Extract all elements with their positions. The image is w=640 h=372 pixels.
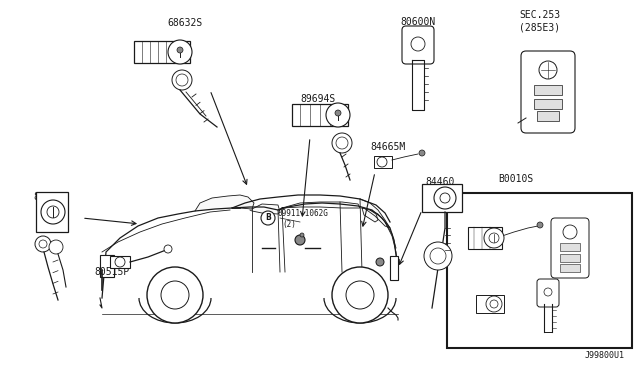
- Circle shape: [336, 137, 348, 149]
- Text: 80600N: 80600N: [401, 17, 436, 27]
- Circle shape: [41, 200, 65, 224]
- FancyBboxPatch shape: [551, 218, 589, 278]
- Circle shape: [537, 222, 543, 228]
- Polygon shape: [362, 208, 378, 222]
- Circle shape: [332, 267, 388, 323]
- Text: B: B: [265, 214, 271, 222]
- Polygon shape: [280, 202, 360, 210]
- Text: J99800U1: J99800U1: [585, 351, 625, 360]
- Polygon shape: [102, 203, 398, 314]
- Text: 80515P: 80515P: [94, 267, 130, 277]
- Bar: [560, 254, 580, 262]
- Circle shape: [440, 193, 450, 203]
- Circle shape: [346, 281, 374, 309]
- Text: B0010S: B0010S: [498, 174, 533, 184]
- Circle shape: [49, 240, 63, 254]
- Circle shape: [335, 110, 341, 116]
- Bar: [374, 156, 392, 168]
- Bar: [537, 111, 559, 121]
- Bar: [560, 243, 580, 251]
- Text: 84665M: 84665M: [371, 142, 406, 152]
- Polygon shape: [102, 272, 398, 314]
- Circle shape: [295, 235, 305, 245]
- Circle shape: [176, 74, 188, 86]
- Bar: [134, 41, 190, 63]
- Circle shape: [484, 228, 504, 248]
- Bar: [534, 99, 562, 109]
- Circle shape: [486, 296, 502, 312]
- Circle shape: [376, 258, 384, 266]
- Circle shape: [377, 157, 387, 167]
- Polygon shape: [195, 195, 254, 211]
- Circle shape: [544, 288, 552, 296]
- Polygon shape: [412, 60, 424, 110]
- Text: 84460: 84460: [426, 177, 454, 187]
- Bar: [560, 264, 580, 272]
- Circle shape: [563, 225, 577, 239]
- Circle shape: [300, 233, 304, 237]
- Circle shape: [424, 242, 452, 270]
- Polygon shape: [100, 255, 114, 277]
- Circle shape: [411, 37, 425, 51]
- Bar: [468, 227, 502, 249]
- FancyBboxPatch shape: [402, 26, 434, 64]
- Bar: [390, 256, 398, 280]
- Circle shape: [172, 70, 192, 90]
- Bar: [292, 104, 348, 126]
- Circle shape: [35, 236, 51, 252]
- Circle shape: [47, 206, 59, 218]
- Circle shape: [326, 103, 350, 127]
- Text: 89694S: 89694S: [300, 94, 335, 104]
- Circle shape: [434, 187, 456, 209]
- Bar: [36, 192, 68, 232]
- Bar: [447, 193, 632, 348]
- Circle shape: [164, 245, 172, 253]
- Circle shape: [430, 248, 446, 264]
- Bar: [110, 256, 130, 268]
- Polygon shape: [360, 199, 390, 228]
- Bar: [476, 295, 504, 313]
- Text: 09911-1062G: 09911-1062G: [278, 209, 329, 218]
- Circle shape: [332, 133, 352, 153]
- Bar: [422, 184, 462, 212]
- Polygon shape: [390, 256, 398, 280]
- Text: 68632S: 68632S: [168, 18, 203, 28]
- Circle shape: [39, 240, 47, 248]
- Circle shape: [161, 281, 189, 309]
- Bar: [534, 85, 562, 95]
- Circle shape: [490, 300, 498, 308]
- FancyBboxPatch shape: [521, 51, 575, 133]
- Circle shape: [489, 233, 499, 243]
- Circle shape: [539, 61, 557, 79]
- Circle shape: [261, 211, 275, 225]
- Text: (285E3): (285E3): [520, 22, 561, 32]
- Polygon shape: [250, 204, 280, 214]
- FancyBboxPatch shape: [537, 279, 559, 307]
- Circle shape: [168, 40, 192, 64]
- Circle shape: [147, 267, 203, 323]
- Text: SEC.253: SEC.253: [520, 10, 561, 20]
- Text: (2): (2): [282, 219, 296, 228]
- Text: 80601: 80601: [33, 192, 63, 202]
- Bar: [100, 255, 114, 277]
- Circle shape: [115, 257, 125, 267]
- Circle shape: [177, 47, 183, 53]
- Circle shape: [419, 150, 425, 156]
